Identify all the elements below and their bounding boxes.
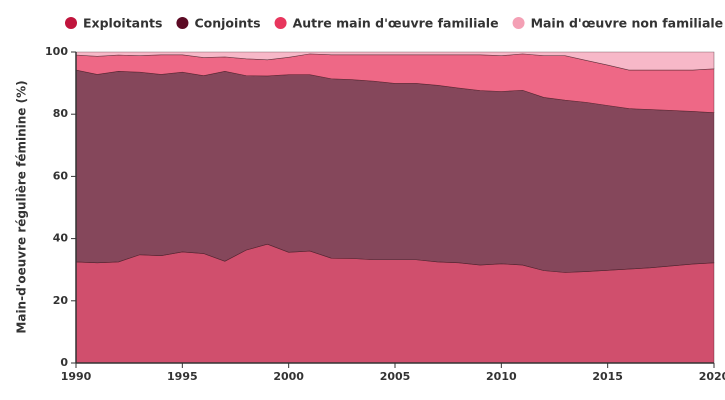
y-tick-label: 40 [53,232,69,245]
x-tick-label: 2005 [380,370,411,383]
y-tick-label: 20 [53,294,69,307]
y-tick-label: 0 [60,356,68,369]
x-tick-label: 1990 [61,370,92,383]
legend-label: Exploitants [83,16,162,31]
x-tick-label: 2010 [486,370,517,383]
y-axis-label: Main-d'oeuvre régulière féminine (%) [15,80,29,333]
legend-marker [176,17,189,29]
x-tick-label: 2015 [592,370,623,383]
x-tick-label: 2000 [273,370,304,383]
legend-marker [512,17,525,29]
y-tick-label: 80 [53,107,69,120]
legend-label: Main d'œuvre non familiale [531,16,724,31]
legend-marker [65,17,77,29]
x-tick-label: 2020 [699,370,725,383]
area [75,51,715,71]
y-tick-label: 100 [45,45,68,58]
legend-marker [274,17,287,29]
legend-label: Autre main d'œuvre familiale [293,16,499,31]
legend: Exploitants Conjoints Autre main d'œuvre f… [65,16,723,31]
x-tick-label: 1995 [167,370,198,383]
y-tick-label: 60 [53,169,69,182]
legend-label: Conjoints [194,16,260,31]
